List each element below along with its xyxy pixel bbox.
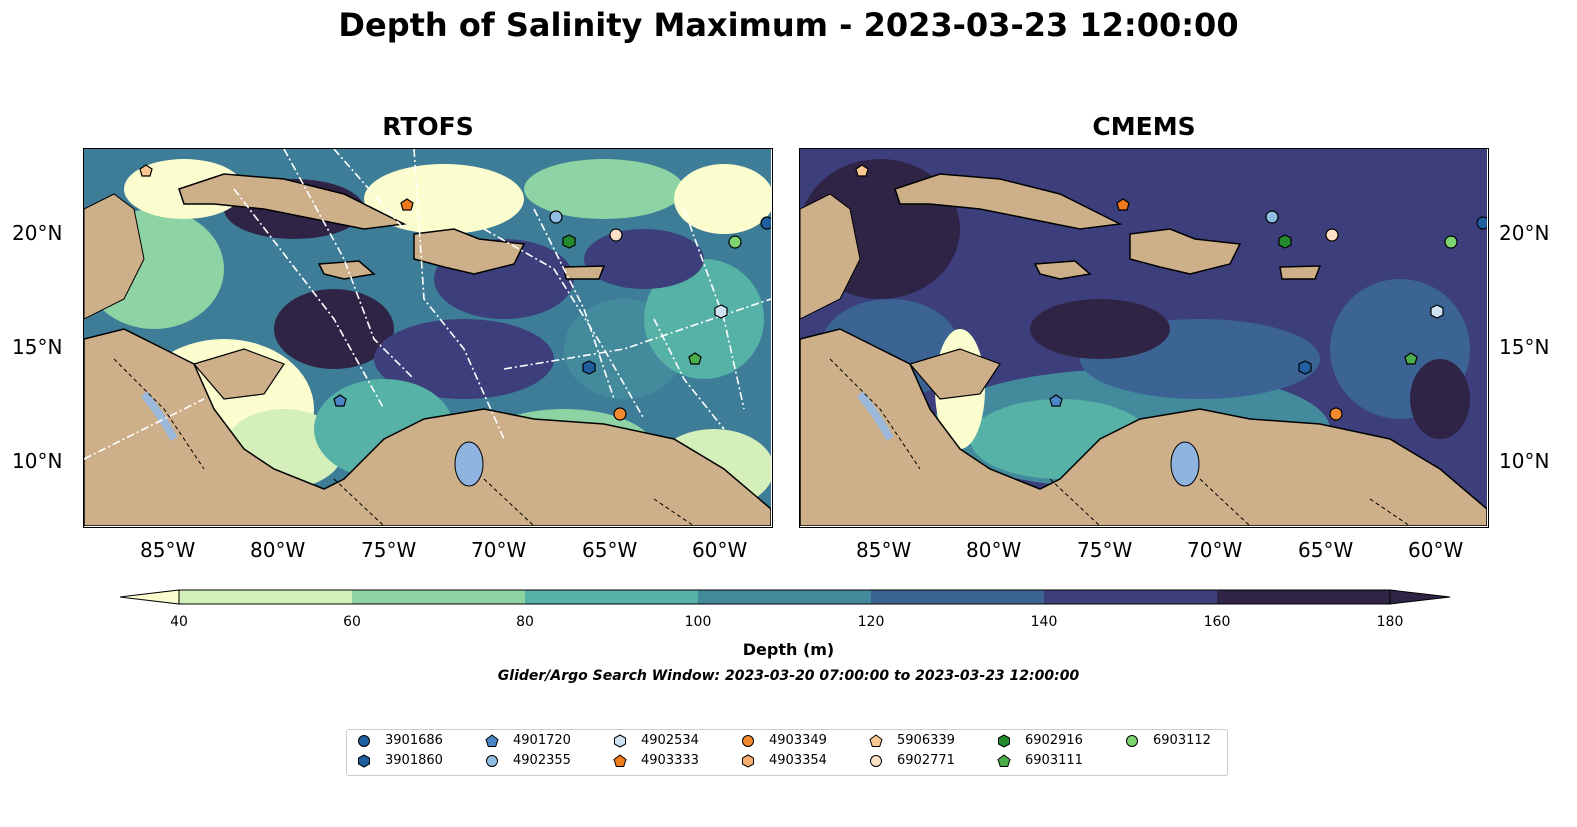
hexagon-marker-icon — [998, 733, 1010, 748]
legend-entry: 6903111 — [997, 753, 1083, 768]
map-cmems[interactable] — [799, 148, 1489, 528]
colorbar — [119, 587, 1452, 611]
legend-entry-label: 4902355 — [513, 753, 571, 768]
colorbar-tick-label: 160 — [1203, 614, 1231, 630]
colorbar-tick-label: 60 — [343, 614, 361, 630]
lon-tick-left-70: 70°W — [471, 538, 527, 562]
lon-tick-left-75: 75°W — [361, 538, 417, 562]
lon-tick-left-60: 60°W — [692, 538, 748, 562]
legend: 3901686 3901860 4901720 4902355 4902534 49033… — [346, 729, 1228, 776]
legend-entry-label: 6903111 — [1025, 753, 1083, 768]
colorbar-extend-low — [119, 589, 180, 605]
pentagon-marker-icon — [613, 753, 627, 767]
legend-entry: 3901860 — [357, 753, 443, 768]
colorbar-segment — [871, 590, 1044, 604]
legend-entry: 4901720 — [485, 733, 571, 748]
pentagon-marker-icon — [485, 733, 499, 747]
legend-entry: 4902534 — [613, 733, 699, 748]
panel-title-rtofs: RTOFS — [382, 112, 474, 141]
search-window-subtitle: Glider/Argo Search Window: 2023-03-20 07… — [497, 668, 1080, 684]
legend-entry-label: 4903349 — [769, 733, 827, 748]
legend-entry-label: 6903112 — [1153, 733, 1211, 748]
lon-tick-right-85: 85°W — [856, 538, 912, 562]
colorbar-segment — [179, 590, 352, 604]
colorbar-label: Depth (m) — [742, 640, 835, 659]
circle-marker-icon — [486, 754, 498, 767]
legend-entry-label: 4901720 — [513, 733, 571, 748]
colorbar-segment — [698, 590, 871, 604]
legend-entry-label: 6902771 — [897, 753, 955, 768]
colorbar-tick-label: 140 — [1030, 614, 1058, 630]
hexagon-marker-icon — [358, 753, 370, 768]
legend-entry: 6903112 — [1125, 733, 1211, 748]
colorbar-segment — [1044, 590, 1217, 604]
panel-title-cmems: CMEMS — [1092, 112, 1196, 141]
legend-entry: 5906339 — [869, 733, 955, 748]
lon-tick-left-85: 85°W — [140, 538, 196, 562]
colorbar-tick-label: 120 — [857, 614, 885, 630]
legend-entry-label: 6902916 — [1025, 733, 1083, 748]
pentagon-marker-icon — [869, 733, 883, 747]
legend-entry: 6902916 — [997, 733, 1083, 748]
circle-marker-icon — [358, 734, 370, 747]
colorbar-tick-label: 40 — [170, 614, 188, 630]
colorbar-tick-label: 80 — [516, 614, 534, 630]
legend-entry-label: 4903333 — [641, 753, 699, 768]
hexagon-marker-icon — [614, 733, 626, 748]
circle-marker-icon — [742, 734, 754, 747]
legend-entry: 6902771 — [869, 753, 955, 768]
legend-entry: 4903349 — [741, 733, 827, 748]
lat-tick-right-15: 15°N — [1499, 335, 1550, 359]
lon-tick-right-80: 80°W — [966, 538, 1022, 562]
map-rtofs[interactable] — [83, 148, 773, 528]
legend-entry-label: 4903354 — [769, 753, 827, 768]
lon-tick-left-80: 80°W — [250, 538, 306, 562]
hexagon-marker-icon — [742, 753, 754, 768]
legend-entry: 4903354 — [741, 753, 827, 768]
circle-marker-icon — [870, 754, 882, 767]
lat-tick-left-10: 10°N — [12, 449, 63, 473]
colorbar-tick-label: 180 — [1376, 614, 1404, 630]
figure-title: Depth of Salinity Maximum - 2023-03-23 1… — [338, 6, 1239, 44]
legend-entry-label: 3901860 — [385, 753, 443, 768]
colorbar-tick-label: 100 — [684, 614, 712, 630]
colorbar-extend-high — [1389, 589, 1451, 605]
lon-tick-right-70: 70°W — [1187, 538, 1243, 562]
circle-marker-icon — [1126, 734, 1138, 747]
lat-tick-right-10: 10°N — [1499, 449, 1550, 473]
lat-tick-right-20: 20°N — [1499, 221, 1550, 245]
colorbar-segment — [352, 590, 525, 604]
lat-tick-left-20: 20°N — [12, 221, 63, 245]
legend-entry: 4903333 — [613, 753, 699, 768]
lat-tick-left-15: 15°N — [12, 335, 63, 359]
legend-entry-label: 3901686 — [385, 733, 443, 748]
lon-tick-left-65: 65°W — [582, 538, 638, 562]
lon-tick-right-75: 75°W — [1077, 538, 1133, 562]
lon-tick-right-65: 65°W — [1298, 538, 1354, 562]
colorbar-segment — [1217, 590, 1390, 604]
legend-entry-label: 4902534 — [641, 733, 699, 748]
pentagon-marker-icon — [997, 753, 1011, 767]
legend-entry: 4902355 — [485, 753, 571, 768]
legend-entry-label: 5906339 — [897, 733, 955, 748]
lon-tick-right-60: 60°W — [1408, 538, 1464, 562]
legend-entry: 3901686 — [357, 733, 443, 748]
colorbar-segment — [525, 590, 698, 604]
